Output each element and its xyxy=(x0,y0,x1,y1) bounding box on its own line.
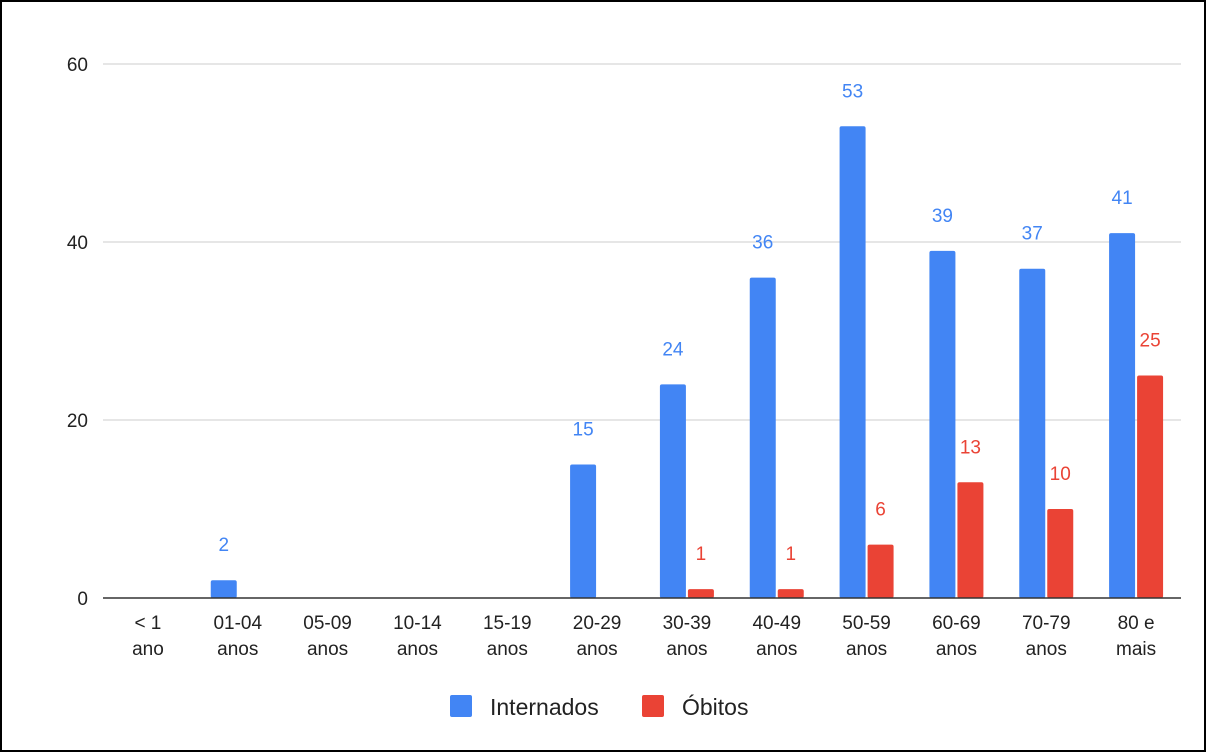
data-label-internados: 39 xyxy=(932,206,953,227)
bar-internados xyxy=(1109,233,1136,598)
y-tick-label: 60 xyxy=(67,55,88,76)
x-category-label: anos xyxy=(756,639,797,660)
data-label-internados: 41 xyxy=(1112,188,1133,209)
legend-label-obitos: Óbitos xyxy=(682,694,748,720)
legend: Internados Óbitos xyxy=(450,694,748,720)
x-category-label: anos xyxy=(397,639,438,660)
data-label-obitos: 25 xyxy=(1140,331,1161,352)
x-category-label: anos xyxy=(487,639,528,660)
data-label-obitos: 10 xyxy=(1050,464,1071,485)
bar-obitos xyxy=(1047,509,1074,598)
x-category-label: 80 e xyxy=(1118,613,1155,634)
bar-internados xyxy=(210,580,237,598)
data-label-internados: 53 xyxy=(842,81,863,102)
x-category-label: anos xyxy=(666,639,707,660)
x-category-label: anos xyxy=(1026,639,1067,660)
x-category-label: 10-14 xyxy=(393,613,442,634)
x-category-label: 15-19 xyxy=(483,613,532,634)
bar-obitos xyxy=(777,589,804,598)
y-tick-label: 40 xyxy=(67,233,88,254)
bar-internados xyxy=(570,464,597,598)
bar-internados xyxy=(1019,268,1046,598)
bar-internados xyxy=(839,126,866,599)
data-labels: 2 15 24 1 36 1 53 6 39 13 37 10 41 25 xyxy=(218,81,1160,565)
bar-obitos xyxy=(867,544,894,598)
data-label-internados: 37 xyxy=(1022,224,1043,245)
bar-obitos xyxy=(687,589,714,598)
bar-internados xyxy=(929,250,956,598)
y-axis-ticks: 0 20 40 60 xyxy=(67,55,88,610)
data-label-internados: 36 xyxy=(752,233,773,254)
x-category-label: 70-79 xyxy=(1022,613,1071,634)
x-category-label: anos xyxy=(576,639,617,660)
x-category-label: anos xyxy=(307,639,348,660)
data-label-obitos: 1 xyxy=(785,544,796,565)
bar-internados xyxy=(749,277,776,598)
legend-label-internados: Internados xyxy=(490,694,599,720)
legend-swatch-internados xyxy=(450,695,472,717)
data-label-obitos: 6 xyxy=(875,500,886,521)
x-category-label: 30-39 xyxy=(663,613,712,634)
x-category-label: 60-69 xyxy=(932,613,981,634)
x-category-label: 40-49 xyxy=(752,613,801,634)
data-label-internados: 15 xyxy=(573,420,594,441)
x-category-label: anos xyxy=(936,639,977,660)
data-label-internados: 24 xyxy=(662,339,684,360)
x-axis-categories: < 1 ano 01-04 anos 05-09 anos 10-14 anos 15-19 an… xyxy=(132,613,1156,660)
x-category-label: ano xyxy=(132,639,164,660)
data-label-obitos: 13 xyxy=(960,437,981,458)
data-label-obitos: 1 xyxy=(696,544,707,565)
x-category-label: < 1 xyxy=(134,613,161,634)
y-tick-label: 20 xyxy=(67,411,88,432)
gridlines xyxy=(103,63,1181,421)
x-category-label: mais xyxy=(1116,639,1156,660)
legend-swatch-obitos xyxy=(642,695,664,717)
bar-internados xyxy=(659,384,686,598)
x-category-label: 05-09 xyxy=(303,613,352,634)
x-category-label: 01-04 xyxy=(213,613,262,634)
data-label-internados: 2 xyxy=(218,535,229,556)
x-category-label: anos xyxy=(846,639,887,660)
y-tick-label: 0 xyxy=(77,589,88,610)
bar-obitos xyxy=(957,482,984,598)
bars xyxy=(210,126,1164,599)
x-category-label: 50-59 xyxy=(842,613,891,634)
x-category-label: 20-29 xyxy=(573,613,622,634)
x-category-label: anos xyxy=(217,639,258,660)
bar-obitos xyxy=(1137,375,1164,598)
